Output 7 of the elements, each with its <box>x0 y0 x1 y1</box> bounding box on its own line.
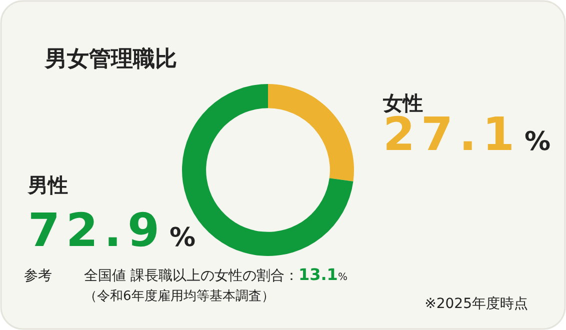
chart-title: 男女管理職比 <box>44 47 177 72</box>
text: ※2025年度時点 <box>424 296 528 312</box>
text: 参考 <box>24 268 52 284</box>
text: 全国値 課長職以上の女性の割合：13.1% <box>84 265 348 284</box>
slice-label: 男性 <box>27 173 68 197</box>
text: （令和6年度雇用均等基本調査） <box>84 288 274 304</box>
data-label: 72.9% <box>28 203 202 257</box>
